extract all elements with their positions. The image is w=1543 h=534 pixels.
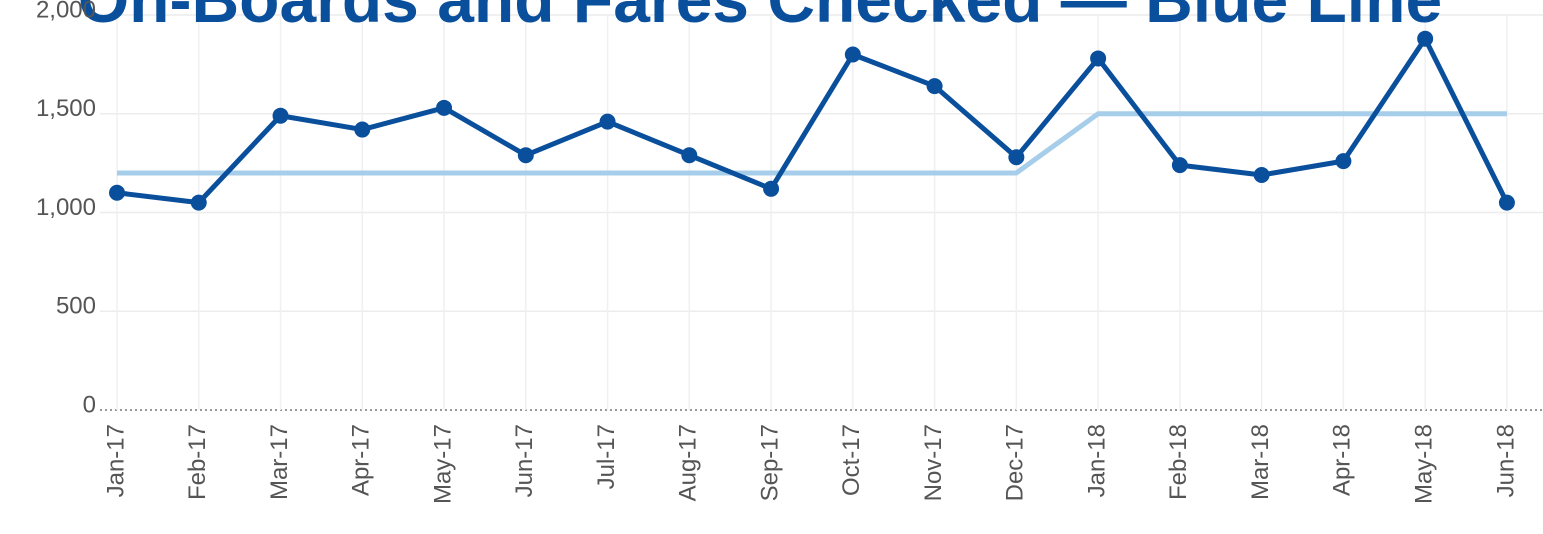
point xyxy=(517,147,534,164)
x-tick-label: Apr-18 xyxy=(1329,424,1356,496)
point xyxy=(1498,194,1515,211)
chart-title: On-Boards and Fares Checked — Blue Line xyxy=(78,0,1442,36)
x-tick-label: Oct-17 xyxy=(838,424,865,496)
point xyxy=(354,121,371,138)
series-line xyxy=(117,111,1507,176)
x-tick-label: Feb-18 xyxy=(1165,424,1192,500)
x-tick-label: Jun-18 xyxy=(1492,424,1519,497)
y-tick-label: 2,000 xyxy=(36,0,96,23)
x-tick-label: Aug-17 xyxy=(675,424,702,501)
x-tick-label: May-18 xyxy=(1411,424,1438,504)
x-tick-label: Jan-18 xyxy=(1083,424,1110,497)
point xyxy=(844,46,861,63)
x-tick-label: Jan-17 xyxy=(102,424,129,497)
x-tick-label: Nov-17 xyxy=(920,424,947,501)
y-tick-label: 1,500 xyxy=(36,95,96,122)
point xyxy=(1335,153,1352,170)
point xyxy=(1008,149,1025,166)
y-tick-label: 500 xyxy=(56,293,96,320)
x-tick-label: Feb-17 xyxy=(184,424,211,500)
x-tick-label: Sep-17 xyxy=(756,424,783,501)
x-tick-label: Dec-17 xyxy=(1002,424,1029,501)
marks xyxy=(109,30,1515,211)
point xyxy=(1090,50,1107,67)
x-tick-label: Apr-17 xyxy=(348,424,375,496)
point xyxy=(1253,166,1270,183)
x-tick-label: Mar-17 xyxy=(266,424,293,500)
point xyxy=(763,180,780,197)
x-tick-label: Jul-17 xyxy=(593,424,620,489)
point xyxy=(926,78,943,95)
point xyxy=(109,184,125,201)
x-tick-label: Jun-17 xyxy=(511,424,538,497)
series-line xyxy=(116,36,1510,206)
y-tick-label: 0 xyxy=(83,391,96,418)
x-tick-label: Mar-18 xyxy=(1247,424,1274,500)
y-tick-label: 1,000 xyxy=(36,194,96,221)
point xyxy=(1417,30,1434,47)
point xyxy=(190,194,207,211)
point xyxy=(272,107,289,124)
point xyxy=(599,113,616,130)
point xyxy=(436,99,453,116)
grid xyxy=(100,14,1543,411)
point xyxy=(681,147,698,164)
point xyxy=(1171,157,1188,174)
x-tick-label: May-17 xyxy=(429,424,456,504)
